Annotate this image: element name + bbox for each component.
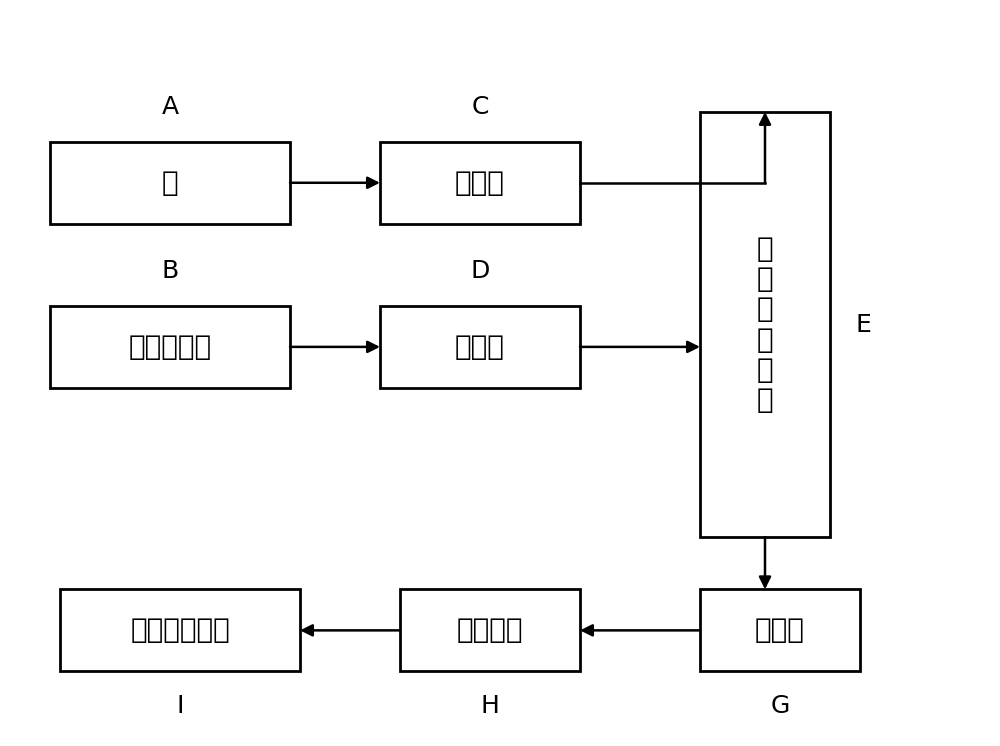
Bar bbox=[380, 306, 580, 388]
Text: 连续式干燥器: 连续式干燥器 bbox=[130, 616, 230, 645]
Text: E: E bbox=[855, 313, 871, 336]
Text: 进料泵: 进料泵 bbox=[455, 333, 505, 361]
Text: 淋洗装置: 淋洗装置 bbox=[457, 616, 523, 645]
Text: B: B bbox=[161, 260, 179, 283]
Text: D: D bbox=[470, 260, 490, 283]
Text: H: H bbox=[481, 694, 499, 718]
Text: 进料泵: 进料泵 bbox=[455, 169, 505, 197]
Bar bbox=[50, 142, 290, 224]
Text: A: A bbox=[161, 95, 179, 119]
Text: I: I bbox=[176, 694, 184, 718]
Text: 硝基胍酸液: 硝基胍酸液 bbox=[128, 333, 212, 361]
Bar bbox=[400, 589, 580, 671]
Text: 分离器: 分离器 bbox=[755, 616, 805, 645]
Bar bbox=[700, 112, 830, 537]
Text: C: C bbox=[471, 95, 489, 119]
Bar bbox=[700, 589, 860, 671]
Bar bbox=[380, 142, 580, 224]
Text: 水: 水 bbox=[162, 169, 178, 197]
Bar bbox=[50, 306, 290, 388]
Text: G: G bbox=[770, 694, 790, 718]
Bar bbox=[60, 589, 300, 671]
Text: 微
通
道
结
晶
器: 微 通 道 结 晶 器 bbox=[757, 235, 773, 414]
